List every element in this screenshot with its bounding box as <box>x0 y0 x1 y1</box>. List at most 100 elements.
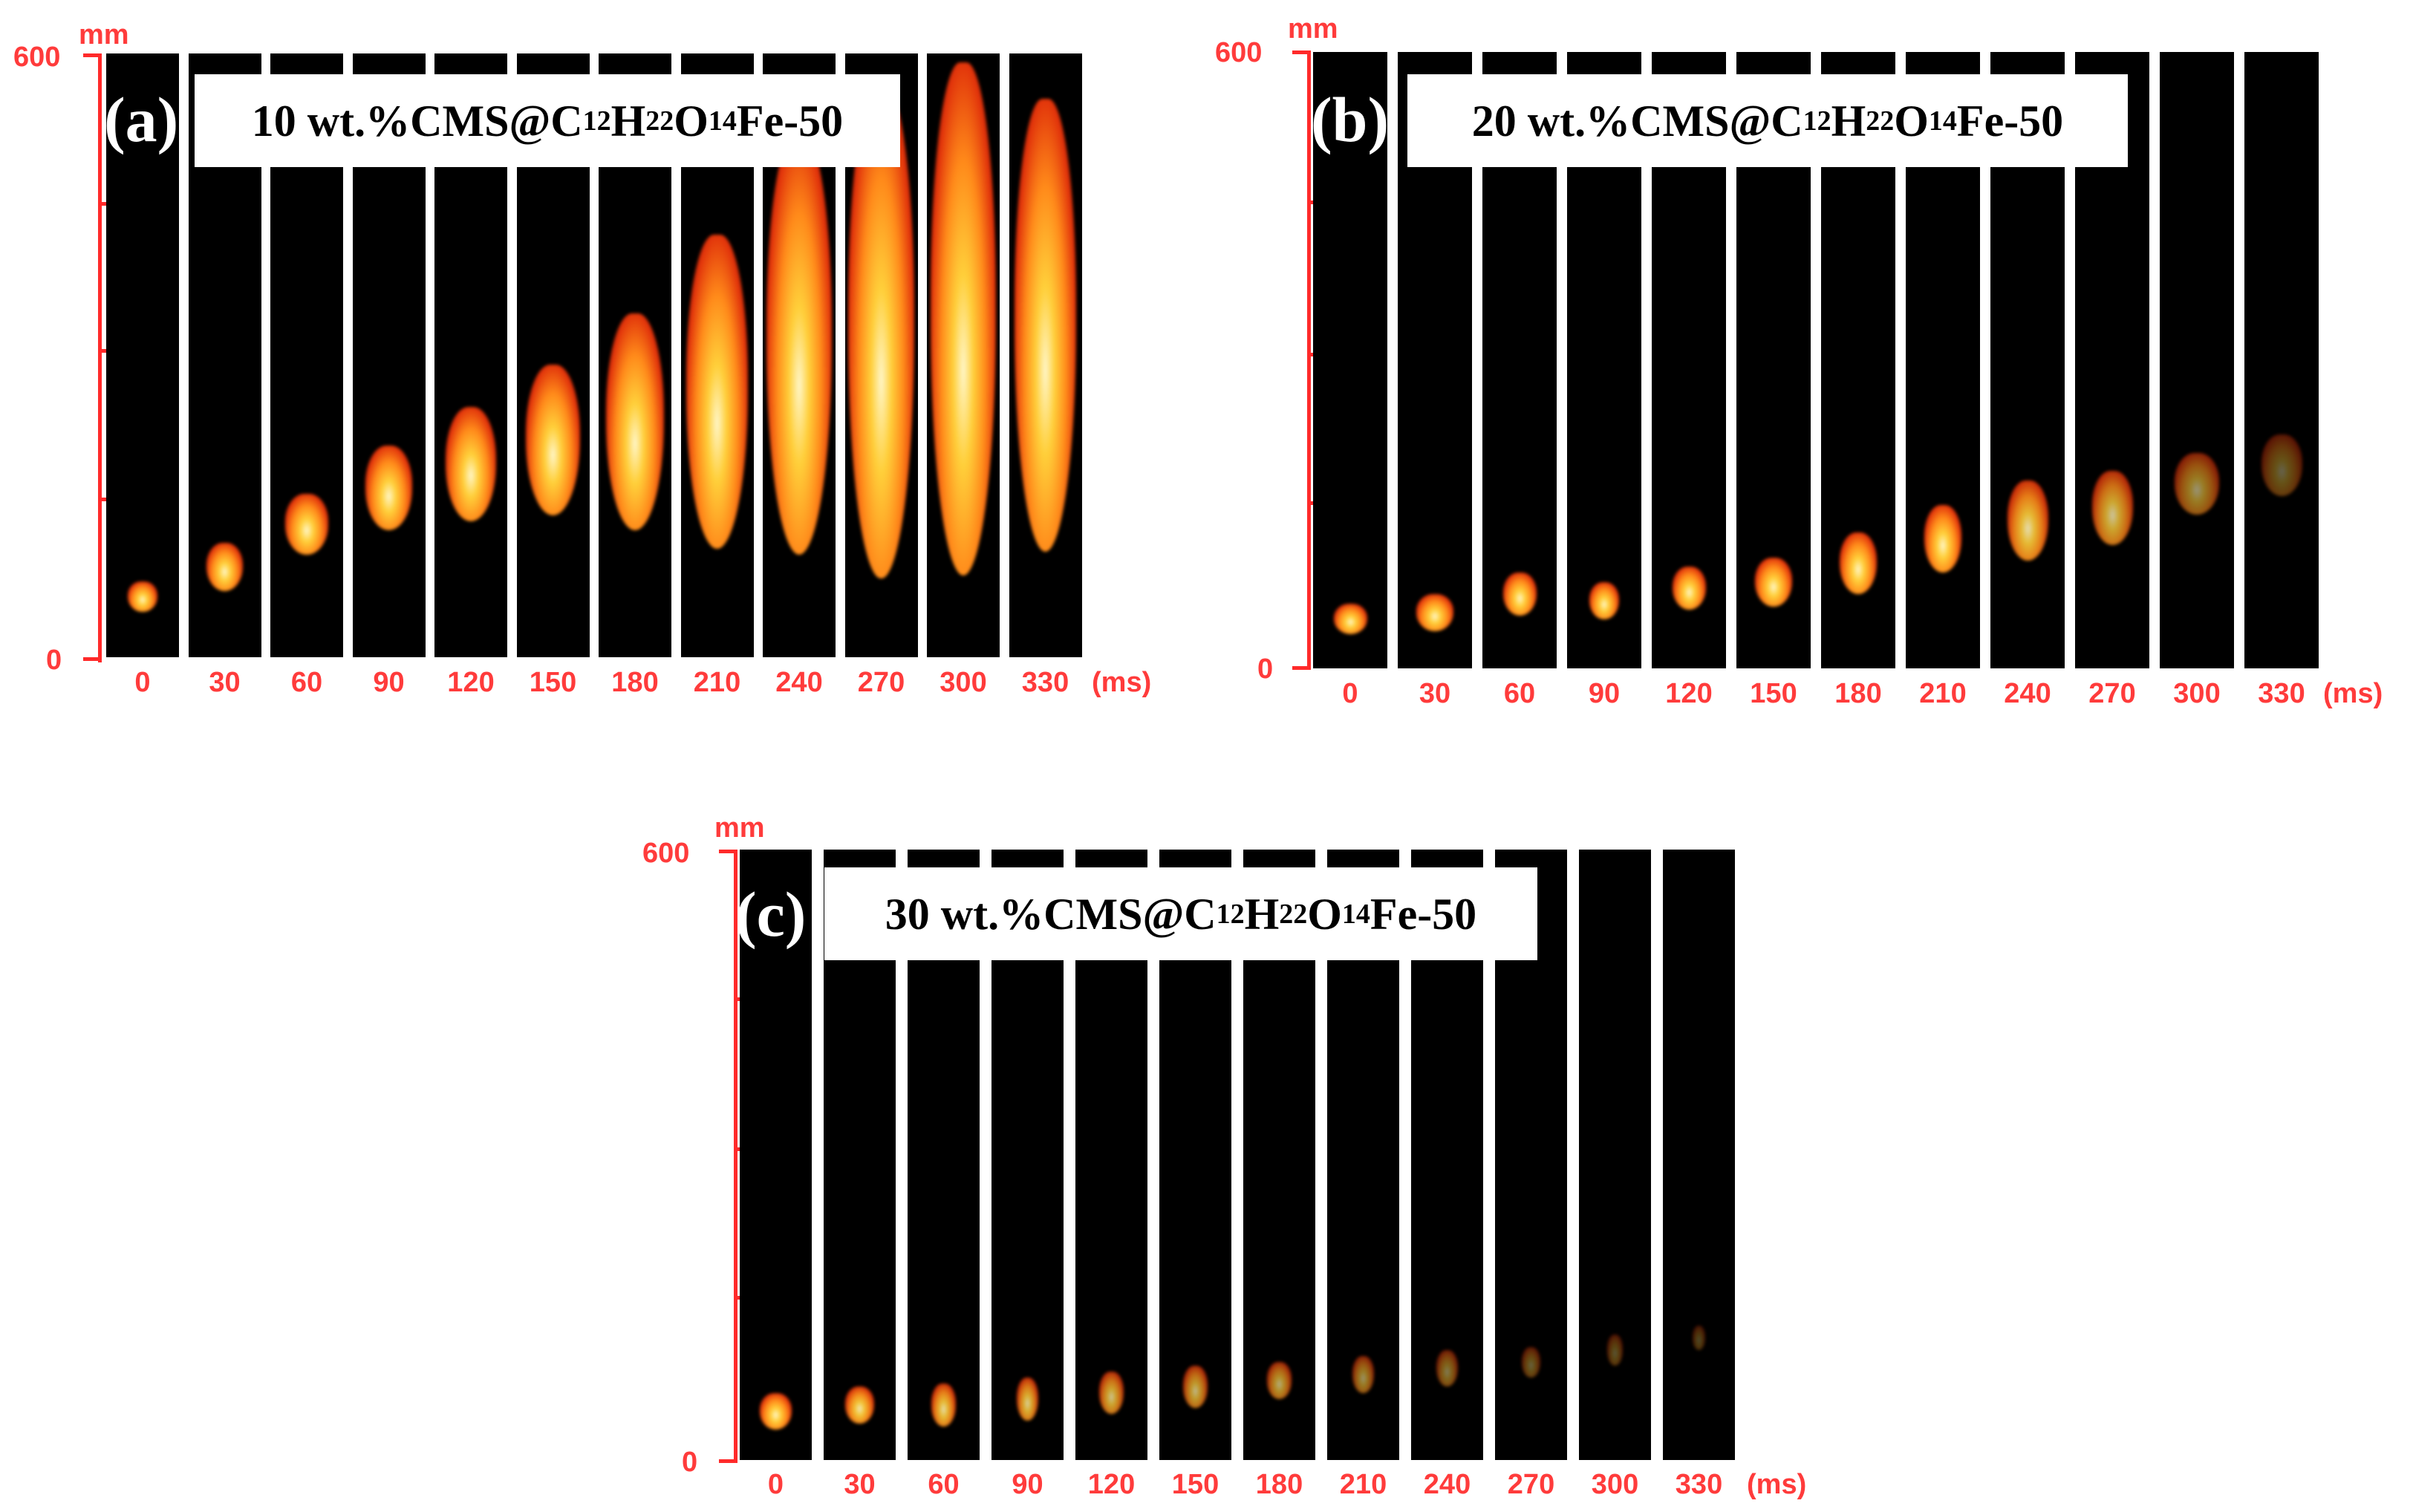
flame <box>1606 1335 1624 1366</box>
flame <box>1014 98 1077 552</box>
time-label: 0 <box>767 1469 784 1500</box>
flame <box>445 406 497 522</box>
video-frame <box>1663 850 1735 1460</box>
time-label: 90 <box>1588 678 1621 709</box>
flame <box>1589 581 1619 619</box>
time-unit: (ms) <box>1747 1469 1807 1500</box>
time-label: 60 <box>290 667 323 698</box>
axis-top-label: 600 <box>642 838 690 869</box>
flame <box>1924 505 1961 573</box>
flame <box>1266 1362 1292 1399</box>
time-label: 30 <box>1419 678 1451 709</box>
flame <box>1416 594 1453 632</box>
flame <box>1522 1346 1540 1378</box>
axis-unit: mm <box>714 812 765 844</box>
time-label: 240 <box>2004 678 2051 709</box>
panel-title: 20 wt.%CMS@C 12 H 22 O 14 Fe-50 <box>1407 74 2128 167</box>
flame <box>2007 480 2048 561</box>
axis-unit: mm <box>79 19 129 50</box>
flame <box>1755 557 1792 607</box>
flame <box>1502 573 1537 616</box>
flame <box>605 313 665 531</box>
time-label: 60 <box>1503 678 1536 709</box>
flame <box>2091 471 2133 545</box>
time-label: 240 <box>775 667 823 698</box>
time-label: 180 <box>1834 678 1882 709</box>
time-label: 90 <box>373 667 405 698</box>
y-tick <box>1307 201 1316 204</box>
time-label: 30 <box>844 1469 876 1500</box>
time-unit: (ms) <box>2323 678 2383 709</box>
y-axis <box>98 53 102 662</box>
time-label: 270 <box>857 667 905 698</box>
time-label: 270 <box>2088 678 2136 709</box>
time-label: 330 <box>1675 1469 1723 1500</box>
video-frame <box>740 850 812 1460</box>
panel-title: 30 wt.%CMS@C 12 H 22 O 14 Fe-50 <box>824 867 1537 960</box>
axis-top-label: 600 <box>13 42 61 73</box>
panel-title: 10 wt.%CMS@C 12 H 22 O 14 Fe-50 <box>195 74 900 167</box>
video-frame <box>927 53 1000 657</box>
flame <box>759 1392 792 1430</box>
flame <box>2175 452 2219 515</box>
time-label: 180 <box>611 667 659 698</box>
flame <box>1692 1326 1706 1351</box>
axis-bottom-label: 0 <box>682 1447 698 1478</box>
y-tick <box>83 657 100 661</box>
flame <box>1333 603 1367 635</box>
flame <box>931 1384 957 1427</box>
time-label: 210 <box>1339 1469 1387 1500</box>
time-label: 240 <box>1423 1469 1471 1500</box>
video-frame <box>1009 53 1082 657</box>
flame <box>766 131 833 555</box>
y-tick <box>1307 353 1316 356</box>
axis-unit: mm <box>1288 13 1338 45</box>
video-frame <box>1313 52 1387 668</box>
y-tick <box>734 1147 743 1151</box>
video-frame <box>106 53 179 657</box>
axis-bottom-label: 0 <box>1257 654 1274 685</box>
time-label: 150 <box>1750 678 1797 709</box>
time-label: 150 <box>1171 1469 1219 1500</box>
time-label: 0 <box>1342 678 1358 709</box>
axis-top-label: 600 <box>1215 37 1263 68</box>
flame <box>206 542 243 591</box>
time-label: 300 <box>2173 678 2221 709</box>
y-tick <box>734 997 743 1001</box>
flame <box>1352 1356 1375 1393</box>
time-label: 300 <box>1591 1469 1639 1500</box>
flame <box>1840 532 1877 595</box>
time-label: 60 <box>928 1469 960 1500</box>
video-frame <box>1579 850 1651 1460</box>
time-label: 270 <box>1507 1469 1555 1500</box>
flame <box>525 364 581 515</box>
y-tick <box>1292 666 1309 670</box>
flame <box>845 1386 874 1424</box>
time-label: 0 <box>134 667 151 698</box>
panel-label: (a) <box>104 84 179 155</box>
time-label: 330 <box>1021 667 1069 698</box>
y-tick <box>98 349 107 353</box>
y-tick <box>719 850 735 853</box>
flame <box>365 446 413 531</box>
axis-bottom-label: 0 <box>46 645 62 676</box>
video-frame <box>2160 52 2234 668</box>
y-axis <box>734 850 737 1463</box>
panel-label: (b) <box>1311 84 1390 155</box>
time-label: 120 <box>1087 1469 1136 1500</box>
y-tick <box>1307 501 1316 505</box>
flame <box>284 494 329 555</box>
y-tick <box>83 53 100 57</box>
flame <box>930 62 997 576</box>
flame <box>1436 1350 1459 1387</box>
flame <box>1098 1371 1124 1415</box>
time-label: 330 <box>2258 678 2305 709</box>
time-label: 150 <box>529 667 577 698</box>
time-label: 90 <box>1012 1469 1043 1500</box>
y-tick <box>734 1296 743 1300</box>
time-label: 210 <box>693 667 741 698</box>
y-tick <box>719 1459 735 1463</box>
y-axis <box>1307 50 1311 670</box>
time-label: 210 <box>1919 678 1967 709</box>
panel-label: (c) <box>735 879 807 950</box>
